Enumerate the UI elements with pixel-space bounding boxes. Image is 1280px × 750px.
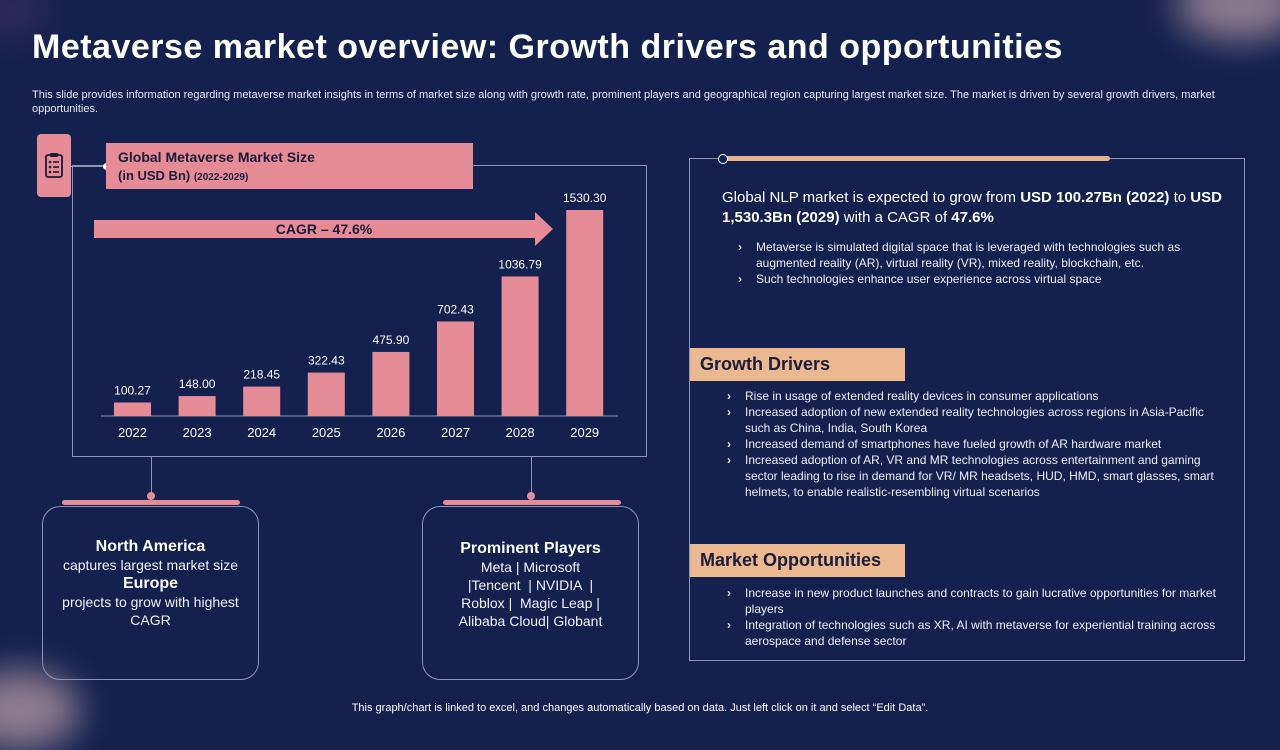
players-card-dot (527, 492, 535, 500)
players-line-3: Roblox | Magic Leap | (461, 595, 600, 611)
chart-years: (2022-2029) (193, 172, 249, 183)
players-card: Prominent Players Meta | Microsoft |Tenc… (422, 506, 639, 680)
growth-drivers-heading: Growth Drivers (690, 348, 905, 381)
list-item: Increased adoption of new extended reali… (723, 404, 1223, 436)
players-card-bar (443, 500, 621, 505)
lead-value-2029: USD 1,530.3Bn (2029) (722, 189, 1222, 226)
chart-header: Global Metaverse Market Size (in USD Bn)… (106, 143, 473, 189)
lead-value-2022: USD 100.27Bn (2022) (1020, 189, 1170, 206)
intro-bullet-list: Metaverse is simulated digital space tha… (734, 239, 1194, 287)
list-item: Integration of technologies such as XR, … (723, 617, 1223, 649)
players-line-2: |Tencent | NVIDIA | (467, 577, 594, 593)
list-item: Increased demand of smartphones have fue… (723, 436, 1223, 452)
list-item: Increased adoption of AR, VR and MR tech… (723, 452, 1223, 500)
page-subtitle: This slide provides information regardin… (32, 89, 1215, 115)
lead-text-2: to (1169, 189, 1191, 206)
market-forecast-text: Global NLP market is expected to grow fr… (722, 188, 1227, 228)
region-card-dot (147, 492, 155, 500)
players-line-4: Alibaba Cloud| Globant (458, 613, 603, 629)
chart-unit: (in USD Bn) (2022-2029) (118, 167, 461, 187)
region-text-1: captures largest market size (62, 557, 239, 573)
region-heading-1: North America (95, 538, 206, 555)
chart-unit-label: (in USD Bn) (118, 168, 191, 183)
decorative-glow-top-right (1175, 0, 1280, 40)
footer-note: This graph/chart is linked to excel, and… (351, 702, 929, 714)
insights-top-dot (718, 154, 728, 164)
players-line-1: Meta | Microsoft (480, 559, 581, 575)
market-opportunities-heading: Market Opportunities (690, 544, 905, 577)
lead-cagr: 47.6% (951, 209, 994, 226)
players-heading: Prominent Players (460, 540, 601, 557)
region-text-2: projects to grow with highest CAGR (62, 594, 239, 628)
connector-region (151, 456, 152, 498)
connector-players (531, 456, 532, 498)
insights-top-bar (722, 156, 1110, 161)
growth-drivers-list: Rise in usage of extended reality device… (723, 388, 1223, 500)
chart-frame (72, 165, 647, 457)
list-item: Increase in new product launches and con… (723, 585, 1223, 617)
page-title: Metaverse market overview: Growth driver… (32, 28, 1063, 66)
list-item: Such technologies enhance user experienc… (734, 271, 1194, 287)
chart-title: Global Metaverse Market Size (118, 149, 315, 165)
list-item: Rise in usage of extended reality device… (723, 388, 1223, 404)
region-card-bar (62, 500, 240, 505)
market-opportunities-list: Increase in new product launches and con… (723, 585, 1223, 649)
region-card: North America captures largest market si… (42, 506, 259, 680)
header-connector (71, 166, 107, 167)
lead-text-1: Global NLP market is expected to grow fr… (722, 189, 1021, 206)
lead-text-3: with a CAGR of (839, 209, 952, 226)
list-item: Metaverse is simulated digital space tha… (734, 239, 1194, 271)
region-heading-2: Europe (122, 575, 179, 592)
clipboard-icon (37, 134, 71, 197)
